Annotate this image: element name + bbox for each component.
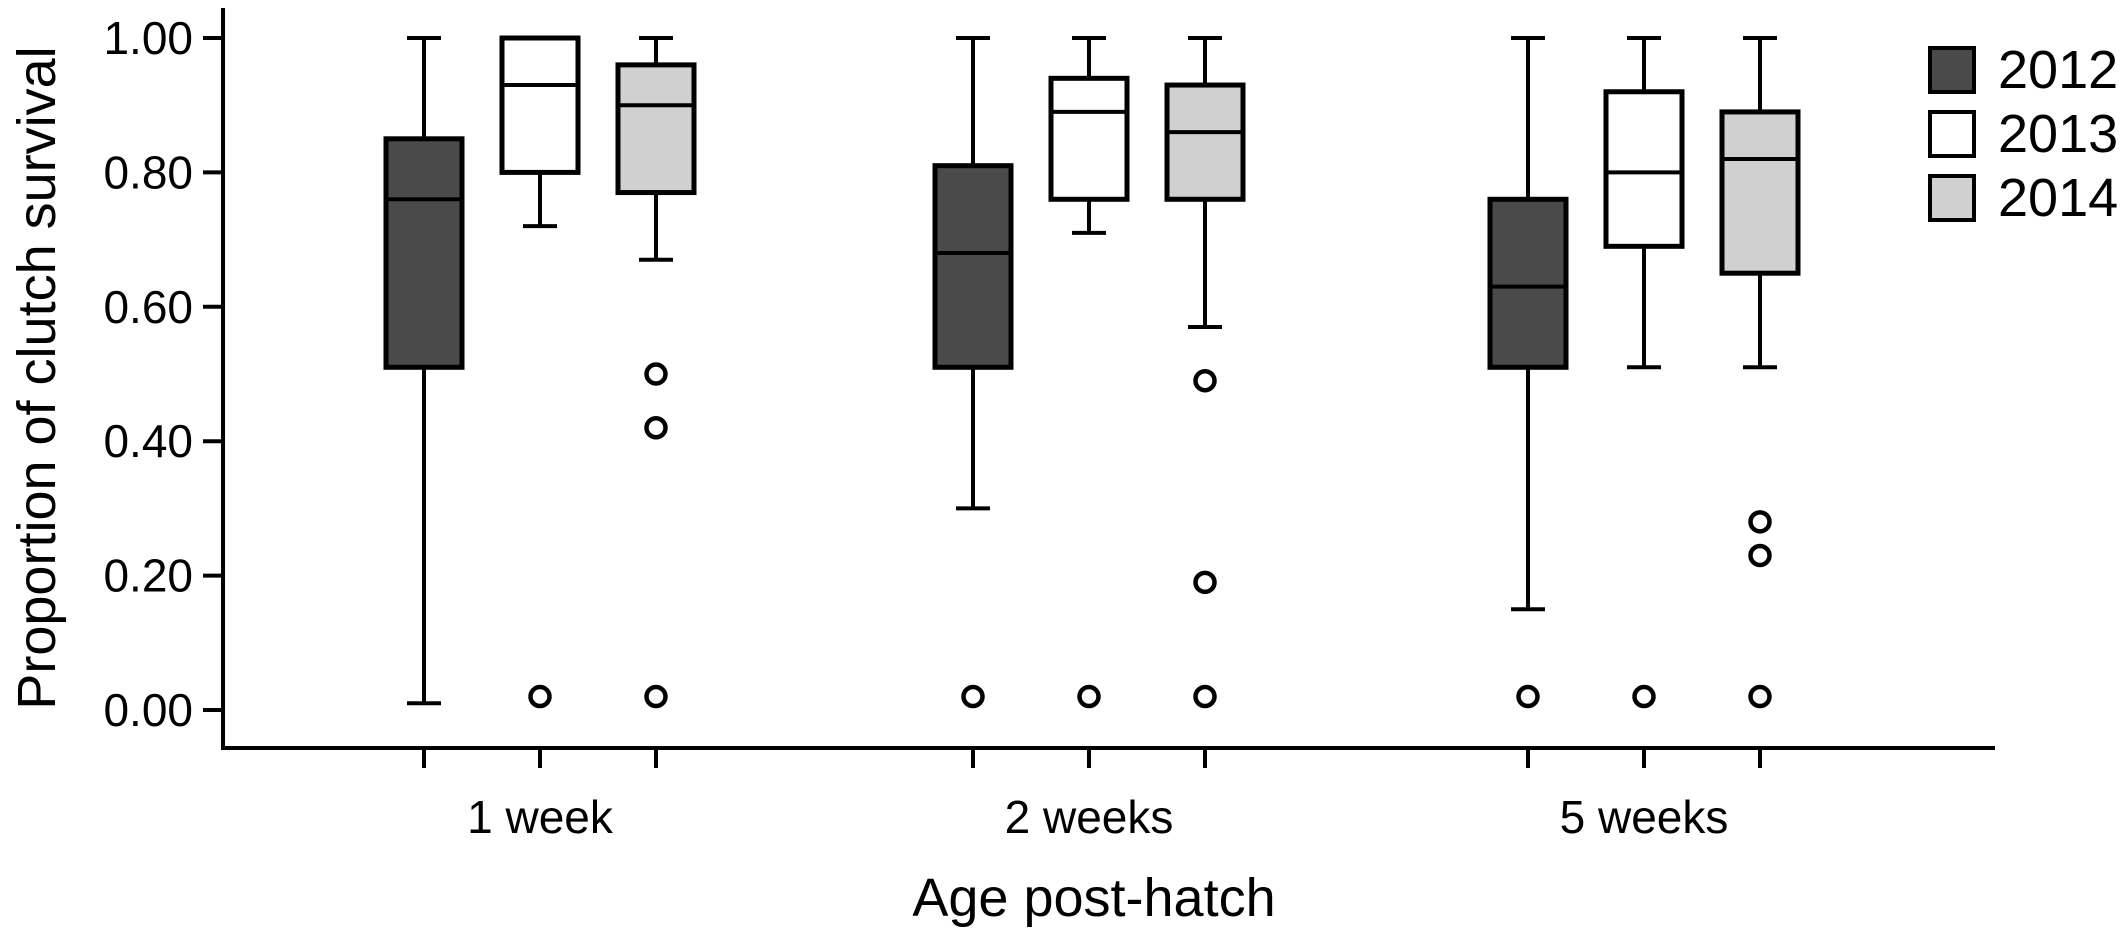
legend-swatch-2012 [1928, 46, 1976, 94]
y-tick-label: 0.60 [103, 281, 193, 333]
box-2014-1 [1164, 36, 1246, 709]
box-iqr [383, 136, 465, 370]
outlier-point [644, 684, 668, 709]
legend-label-2012: 2012 [1998, 40, 2118, 100]
box-2014-2 [1719, 36, 1801, 709]
y-tick-label: 1.00 [103, 12, 193, 64]
x-category-label: 1 week [467, 791, 614, 843]
y-tick-label: 0.80 [103, 146, 193, 198]
x-axis-title: Age post-hatch [912, 868, 1275, 928]
outlier-point [1193, 570, 1217, 595]
legend-label-2014: 2014 [1998, 168, 2118, 228]
outlier-point [1193, 684, 1217, 709]
outlier-point [1748, 543, 1772, 568]
box-2012-2 [1487, 36, 1569, 709]
outlier-point [1748, 684, 1772, 709]
axes: 0.00 0.20 0.40 0.60 0.80 1.00 1 week 2 weeks 5 w… [103, 8, 1995, 843]
box-iqr [932, 163, 1014, 370]
box-2013-2 [1603, 36, 1685, 709]
outlier-point [1193, 368, 1217, 393]
legend-swatch-2014 [1928, 174, 1976, 222]
outlier-point [644, 416, 668, 440]
box-iqr [1603, 89, 1685, 249]
outlier-point [961, 684, 985, 709]
y-tick-label: 0.20 [103, 550, 193, 602]
box-iqr [1719, 109, 1801, 276]
plot-area [383, 35, 1801, 709]
outlier-point [1632, 684, 1656, 709]
y-tick-label: 0.00 [103, 684, 193, 736]
outlier-point [1748, 510, 1772, 534]
y-axis-title: Proportion of clutch survival [7, 46, 67, 709]
box-iqr [615, 62, 697, 196]
box-2013-1 [1048, 36, 1130, 709]
outlier-point [1077, 684, 1101, 709]
box-2012-1 [932, 36, 1014, 709]
box-iqr [1164, 82, 1246, 202]
box-iqr [499, 35, 581, 175]
box-iqr [1487, 196, 1569, 370]
box-iqr [1048, 75, 1130, 202]
x-category-label: 5 weeks [1560, 791, 1729, 843]
legend-swatch-2013 [1928, 110, 1976, 158]
outlier-point [528, 684, 552, 709]
x-category-label: 2 weeks [1005, 791, 1174, 843]
outlier-point [644, 362, 668, 386]
box-2012-0 [383, 36, 465, 706]
box-2014-0 [615, 36, 697, 709]
box-2013-0 [499, 35, 581, 709]
legend-label-2013: 2013 [1998, 104, 2118, 164]
outlier-point [1516, 684, 1540, 709]
y-tick-label: 0.40 [103, 415, 193, 467]
